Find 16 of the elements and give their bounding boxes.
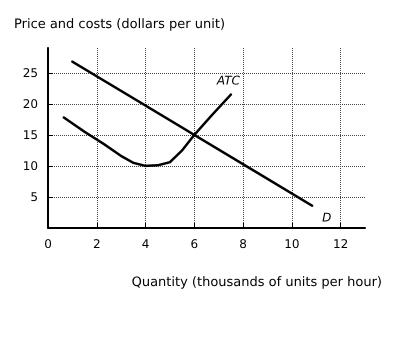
x-tick-label: 6 — [190, 237, 198, 251]
x-tick-label: 4 — [142, 237, 150, 251]
x-tick-label: 8 — [239, 237, 247, 251]
y-tick-label: 25 — [22, 66, 38, 80]
x-tick-label: 12 — [332, 237, 348, 251]
x-axis-title: Quantity (thousands of units per hour) — [132, 275, 382, 290]
y-tick-label: 20 — [22, 96, 38, 111]
y-tick-label: 5 — [30, 190, 38, 204]
x-tick-label: 10 — [284, 237, 300, 251]
series-label: D — [322, 210, 332, 225]
x-tick-label: 2 — [92, 237, 101, 251]
y-tick-label: 10 — [22, 158, 38, 173]
x-tick-label: 0 — [44, 237, 52, 251]
series-label: ATC — [216, 74, 241, 88]
y-tick-label: 15 — [22, 128, 38, 142]
y-axis-title: Price and costs (dollars per unit) — [14, 17, 226, 32]
